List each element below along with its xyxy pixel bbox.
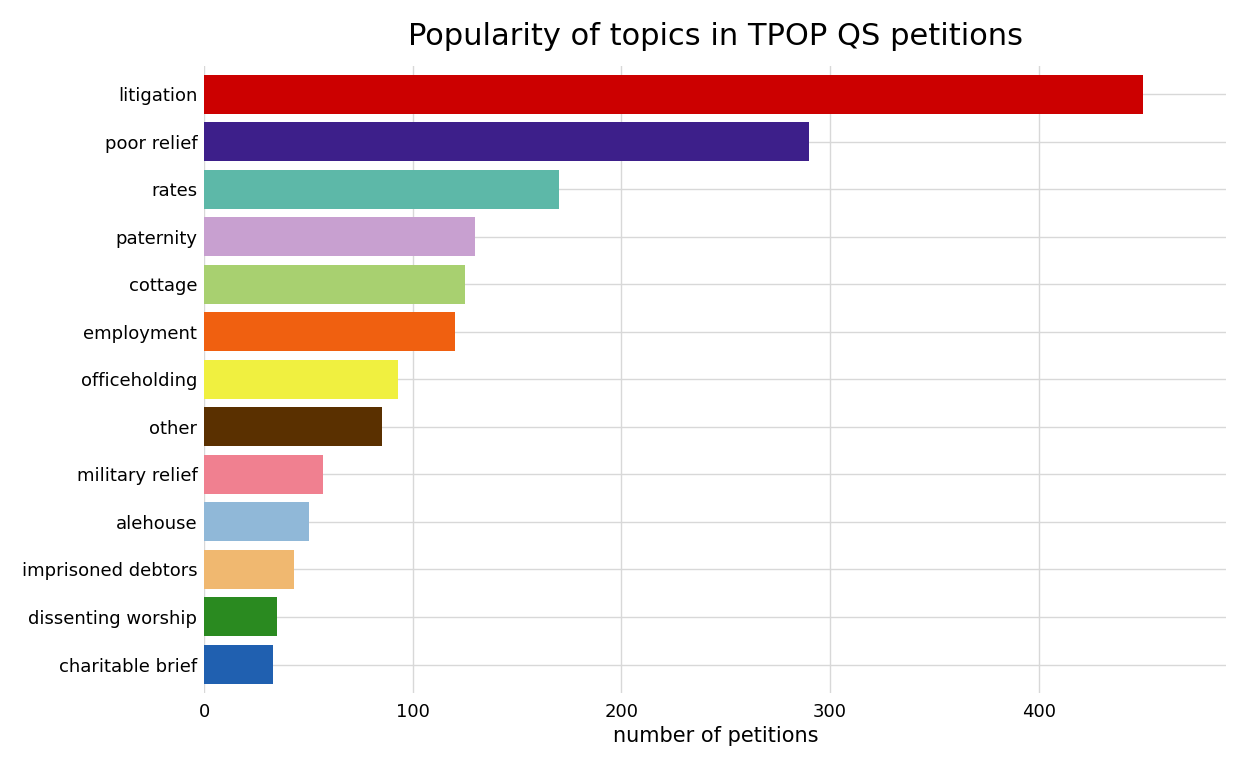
- Bar: [205, 265, 466, 303]
- Bar: [205, 359, 398, 399]
- Bar: [205, 645, 273, 684]
- Bar: [205, 550, 295, 589]
- Bar: [205, 502, 308, 541]
- Bar: [205, 122, 809, 161]
- Title: Popularity of topics in TPOP QS petitions: Popularity of topics in TPOP QS petition…: [408, 22, 1023, 51]
- X-axis label: number of petitions: number of petitions: [613, 727, 817, 746]
- Bar: [205, 74, 1143, 114]
- Bar: [205, 170, 559, 209]
- Bar: [205, 217, 475, 257]
- Bar: [205, 455, 323, 494]
- Bar: [205, 313, 454, 351]
- Bar: [205, 407, 382, 446]
- Bar: [205, 598, 277, 637]
